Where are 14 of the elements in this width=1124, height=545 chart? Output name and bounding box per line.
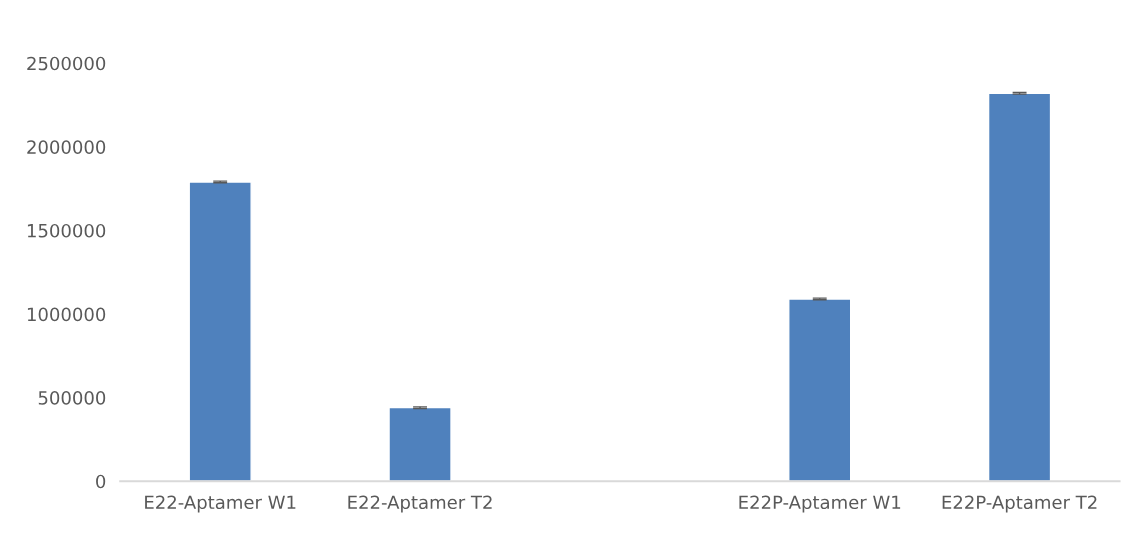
bar xyxy=(188,181,252,482)
x-tick-label: E22P-Aptamer T2 xyxy=(942,495,1097,513)
x-tick-label: E22-Aptamer W1 xyxy=(145,495,296,513)
bar xyxy=(987,92,1052,482)
y-tick-label: 0 xyxy=(96,474,106,489)
y-tick-label: 1500000 xyxy=(27,223,106,238)
bar xyxy=(788,298,852,482)
x-tick-label: E22P-Aptamer W1 xyxy=(739,495,901,513)
x-tick-label: E22-Aptamer T2 xyxy=(348,495,492,513)
y-tick-label: 2000000 xyxy=(27,140,106,154)
bar xyxy=(388,406,452,482)
y-tick-label: 2500000 xyxy=(27,56,106,71)
y-tick-label: 500000 xyxy=(38,391,106,405)
y-tick-label: 1000000 xyxy=(27,307,106,322)
